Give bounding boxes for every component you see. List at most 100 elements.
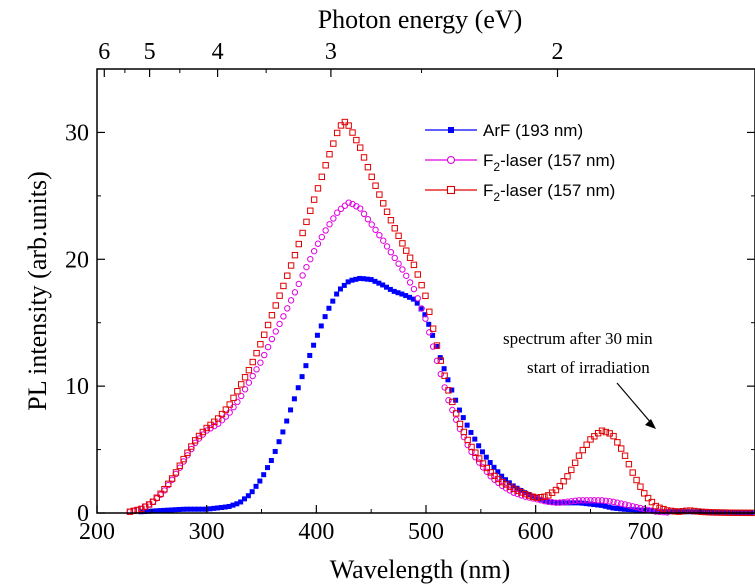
data-point bbox=[556, 482, 563, 490]
data-point bbox=[429, 325, 437, 332]
data-point bbox=[291, 289, 299, 296]
data-point bbox=[598, 502, 604, 508]
data-point bbox=[192, 506, 198, 512]
data-point bbox=[445, 377, 451, 383]
series-f2-red bbox=[126, 118, 755, 517]
y-tick-label: 30 bbox=[65, 120, 89, 146]
data-point bbox=[376, 280, 382, 286]
annotation-line-1: spectrum after 30 min bbox=[503, 329, 653, 348]
data-point bbox=[614, 439, 621, 446]
data-point bbox=[172, 507, 178, 513]
data-point bbox=[525, 492, 533, 499]
data-point bbox=[679, 508, 686, 515]
data-point bbox=[287, 297, 295, 304]
data-point bbox=[621, 452, 629, 459]
data-point bbox=[606, 498, 613, 505]
data-point bbox=[533, 495, 539, 501]
data-point bbox=[341, 118, 349, 126]
top-tick-label: 3 bbox=[325, 39, 337, 65]
data-point bbox=[560, 478, 567, 485]
data-point bbox=[360, 154, 368, 161]
data-point bbox=[671, 508, 679, 515]
data-point bbox=[384, 284, 390, 290]
data-point bbox=[199, 428, 207, 436]
data-point bbox=[687, 509, 693, 515]
legend-label-f2-magenta-rest: -laser (157 nm) bbox=[500, 151, 615, 170]
data-point bbox=[625, 502, 633, 509]
data-point bbox=[479, 464, 487, 471]
data-point bbox=[644, 494, 652, 502]
data-point bbox=[441, 372, 448, 379]
data-point bbox=[456, 420, 464, 428]
legend-label-f2-magenta-sub: 2 bbox=[493, 160, 500, 174]
data-point bbox=[253, 483, 259, 489]
y-tick-label: 0 bbox=[77, 501, 89, 527]
data-point bbox=[560, 498, 567, 506]
legend-label-f2-red-sub: 2 bbox=[493, 190, 500, 204]
data-point bbox=[614, 499, 621, 506]
data-point bbox=[621, 501, 629, 508]
data-point bbox=[629, 469, 636, 476]
data-point bbox=[426, 321, 432, 327]
data-point bbox=[253, 349, 260, 357]
data-point bbox=[169, 507, 175, 513]
data-point bbox=[449, 406, 456, 414]
x-tick-label: 300 bbox=[189, 519, 225, 545]
data-point bbox=[449, 387, 455, 393]
data-point bbox=[671, 509, 677, 515]
data-point bbox=[307, 207, 314, 214]
data-point bbox=[337, 286, 343, 292]
legend-label-f2-red-rest: -laser (157 nm) bbox=[500, 181, 615, 200]
data-point bbox=[407, 294, 413, 300]
data-point bbox=[545, 498, 552, 505]
data-point bbox=[514, 487, 521, 494]
data-point bbox=[410, 285, 418, 293]
legend-label-f2-magenta: F2-laser (157 nm) bbox=[483, 151, 615, 174]
data-point bbox=[464, 422, 470, 428]
data-point bbox=[261, 331, 268, 338]
legend-marker bbox=[446, 155, 456, 165]
data-point bbox=[429, 343, 437, 350]
data-point bbox=[280, 313, 287, 320]
data-point bbox=[618, 506, 624, 512]
data-point bbox=[299, 272, 306, 279]
series-f2-magenta bbox=[126, 199, 671, 516]
data-point bbox=[230, 394, 237, 402]
data-point bbox=[318, 173, 326, 181]
data-point bbox=[153, 508, 159, 514]
data-point bbox=[587, 497, 594, 504]
data-point bbox=[691, 509, 697, 515]
data-point bbox=[403, 272, 410, 279]
data-point bbox=[641, 507, 647, 513]
legend-marker bbox=[446, 185, 456, 195]
data-point bbox=[464, 436, 471, 444]
data-point bbox=[211, 505, 217, 511]
data-point bbox=[395, 232, 402, 240]
data-point bbox=[222, 406, 230, 413]
data-point bbox=[387, 217, 395, 224]
data-point bbox=[191, 437, 199, 444]
data-point bbox=[207, 506, 213, 512]
data-point bbox=[241, 386, 249, 393]
data-point bbox=[606, 504, 612, 510]
data-point bbox=[441, 366, 447, 372]
data-point bbox=[602, 497, 610, 505]
data-point bbox=[295, 385, 301, 391]
data-point bbox=[453, 397, 459, 403]
data-point bbox=[602, 503, 608, 509]
data-point bbox=[422, 312, 428, 318]
axes-layer: 200 300 400 500 600 700 0 10 20 30 6 5 4 3 2 bbox=[65, 39, 755, 545]
data-point bbox=[491, 476, 498, 483]
data-point bbox=[245, 493, 251, 499]
data-point bbox=[575, 497, 583, 504]
data-point bbox=[333, 209, 341, 216]
data-point bbox=[357, 144, 364, 151]
data-point bbox=[303, 263, 310, 271]
data-point bbox=[618, 500, 625, 507]
data-point bbox=[172, 469, 180, 476]
data-point bbox=[652, 502, 659, 510]
data-point bbox=[552, 486, 560, 494]
annotation-line-2: start of irradiation bbox=[527, 358, 650, 377]
data-point bbox=[633, 476, 640, 484]
data-point bbox=[149, 508, 155, 514]
